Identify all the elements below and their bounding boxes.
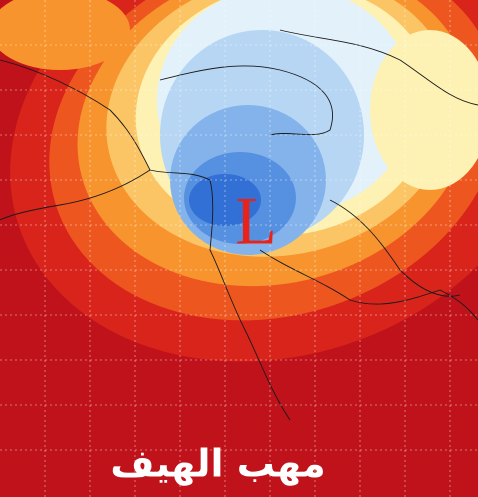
coastline	[0, 169, 151, 221]
contour-band	[0, 0, 130, 70]
coastline	[279, 29, 478, 106]
low-pressure-label: L	[235, 183, 277, 259]
caption: مهب الهيف	[110, 442, 325, 486]
coastline	[159, 65, 333, 136]
coastline	[329, 199, 461, 297]
contour-band	[370, 30, 478, 190]
coastline	[259, 249, 478, 321]
